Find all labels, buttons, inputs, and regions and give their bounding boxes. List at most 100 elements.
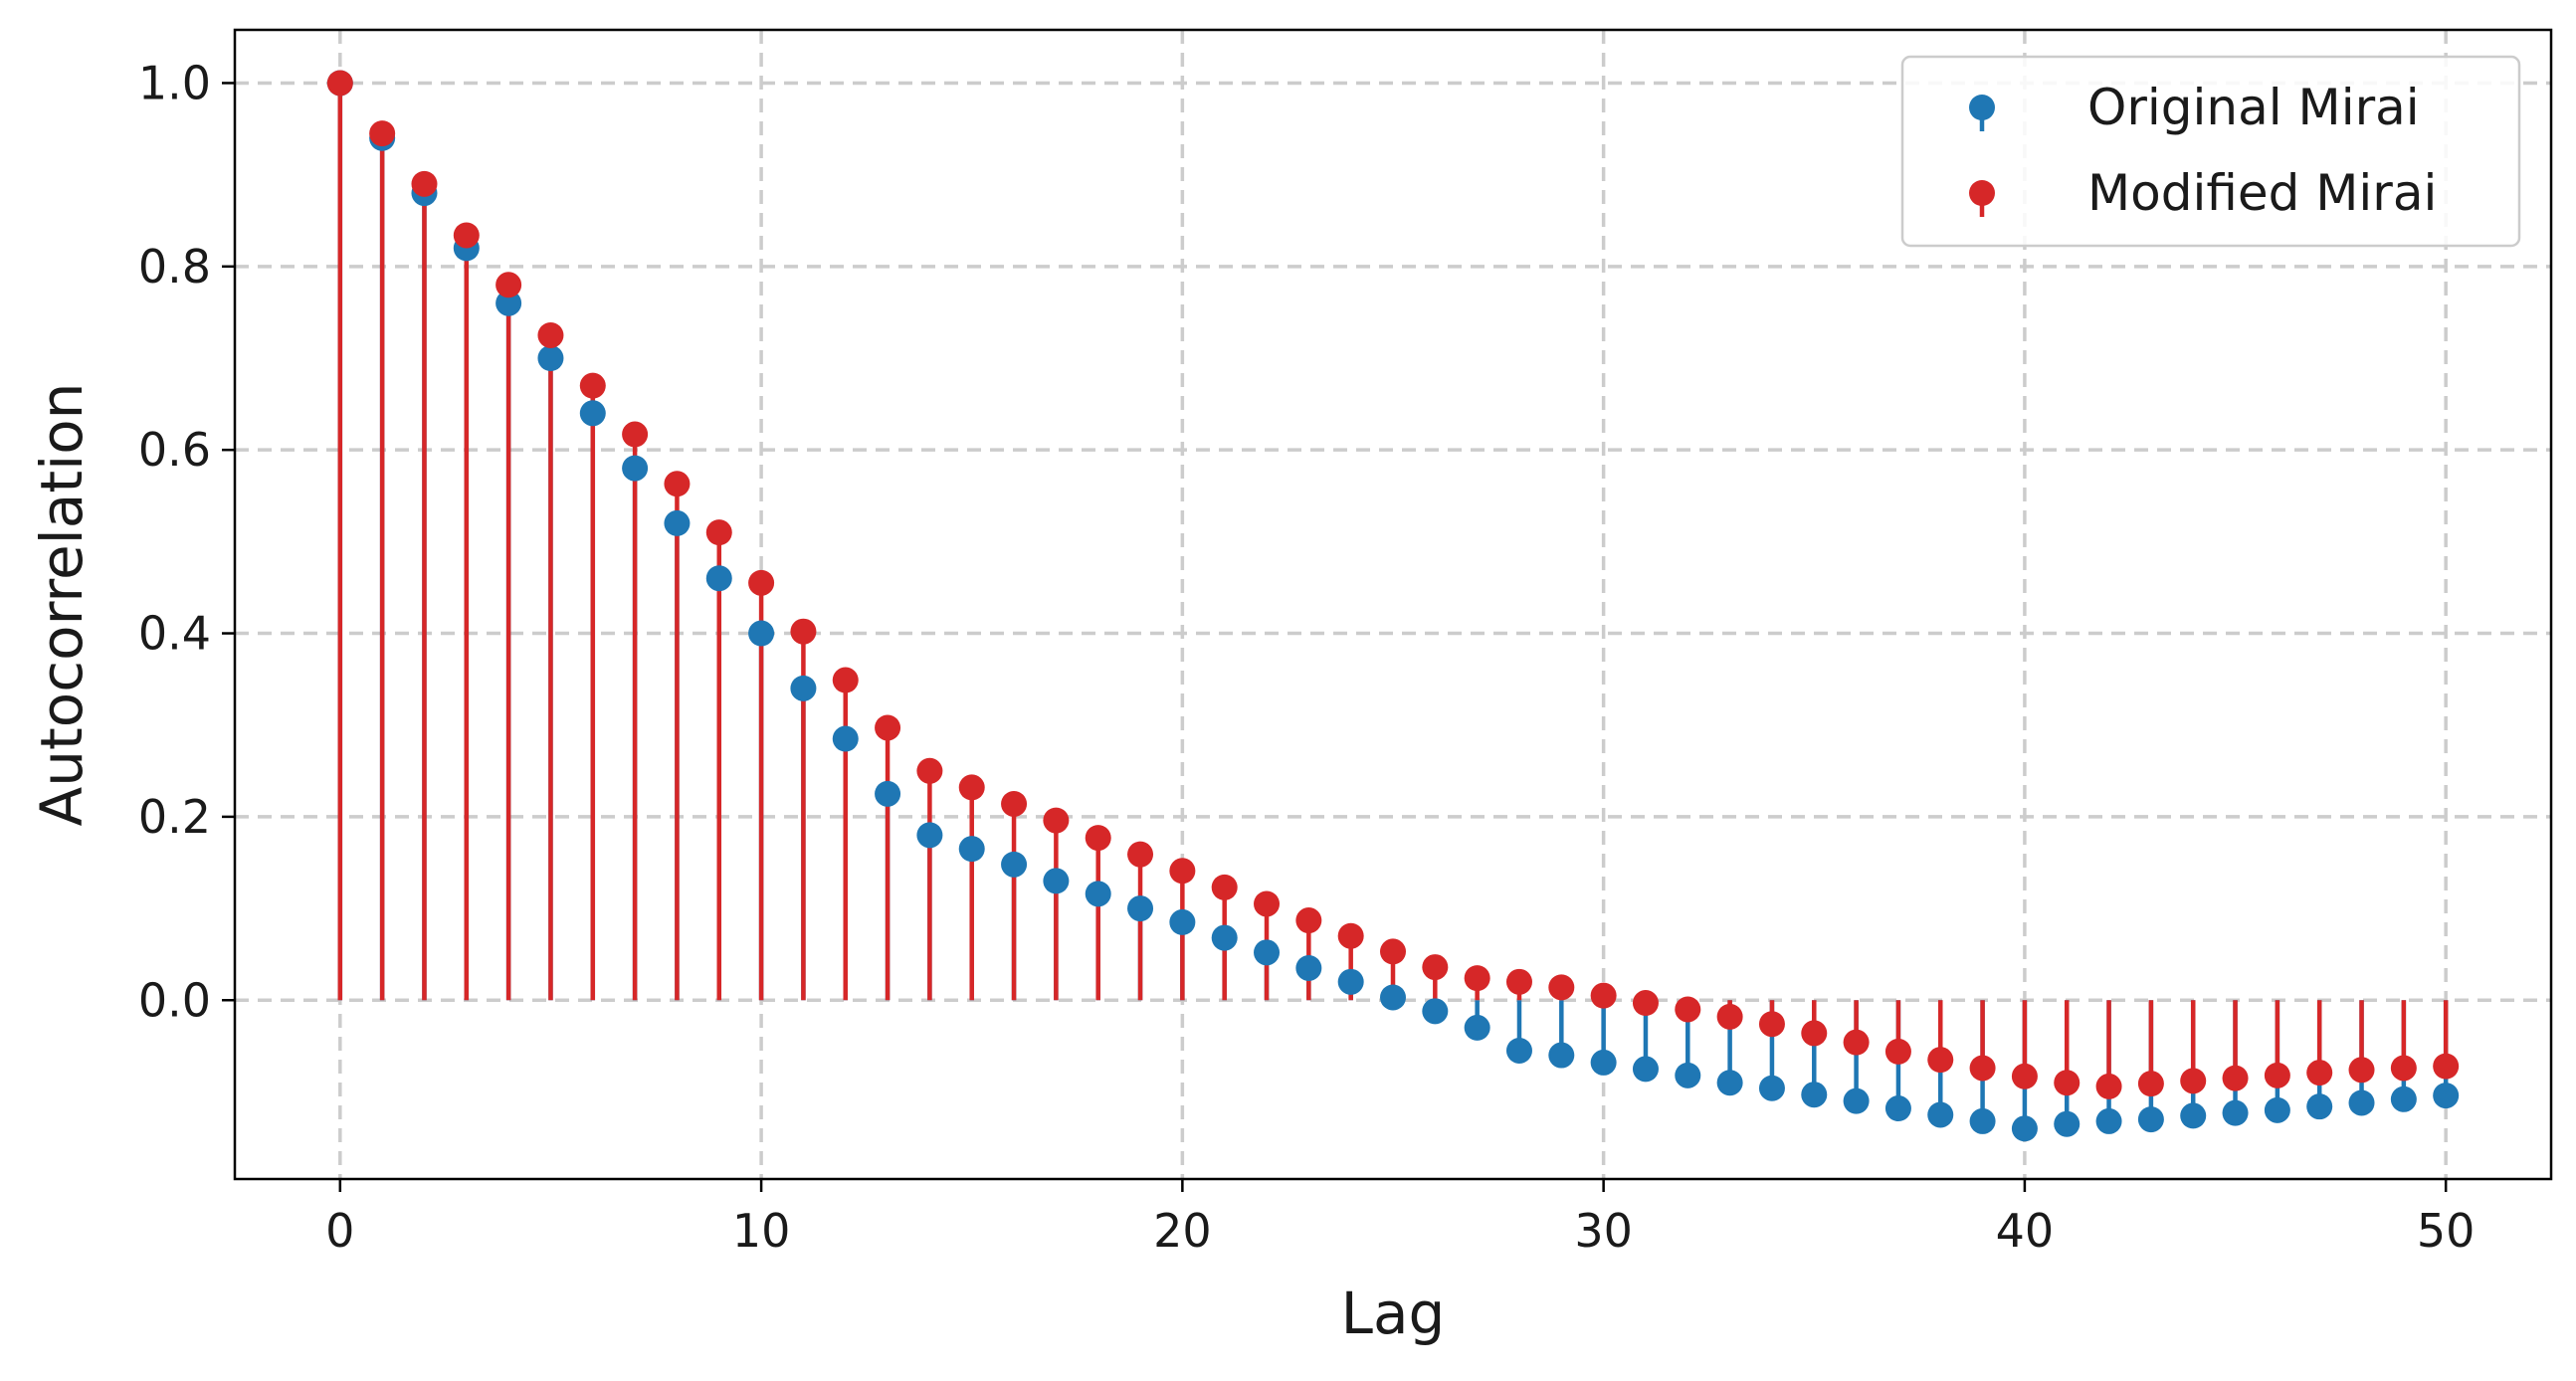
marker-original-mirai [1254, 939, 1281, 966]
marker-original-mirai [1295, 954, 1322, 981]
marker-original-mirai [958, 836, 985, 863]
marker-original-mirai [664, 509, 691, 536]
marker-modified-mirai [2180, 1068, 2207, 1094]
marker-modified-mirai [1127, 841, 1154, 868]
marker-modified-mirai [1801, 1020, 1828, 1047]
marker-original-mirai [2390, 1085, 2417, 1112]
marker-modified-mirai [1590, 982, 1617, 1009]
stem-markers [326, 70, 2460, 1142]
marker-modified-mirai [326, 70, 353, 97]
marker-modified-mirai [2095, 1073, 2122, 1099]
marker-modified-mirai [411, 170, 438, 197]
marker-modified-mirai [1001, 790, 1028, 817]
marker-modified-mirai [1505, 968, 1532, 995]
marker-modified-mirai [1969, 1055, 1996, 1082]
marker-modified-mirai [2390, 1055, 2417, 1082]
marker-modified-mirai [1464, 965, 1490, 992]
marker-modified-mirai [537, 321, 564, 348]
marker-modified-mirai [1632, 990, 1659, 1017]
marker-modified-mirai [1843, 1029, 1870, 1056]
legend-dot-marker [1969, 180, 1995, 206]
marker-modified-mirai [2433, 1053, 2460, 1080]
marker-modified-mirai [453, 222, 480, 249]
marker-modified-mirai [1716, 1003, 1743, 1030]
marker-modified-mirai [622, 421, 649, 448]
marker-original-mirai [1548, 1042, 1575, 1069]
y-tick-label: 0.2 [138, 790, 211, 844]
marker-modified-mirai [1675, 996, 1701, 1023]
marker-original-mirai [1716, 1070, 1743, 1096]
marker-modified-mirai [1169, 858, 1196, 885]
x-tick-label: 20 [1153, 1204, 1212, 1258]
marker-original-mirai [1380, 984, 1406, 1011]
marker-original-mirai [1422, 998, 1449, 1025]
marker-original-mirai [705, 565, 732, 592]
marker-modified-mirai [1254, 890, 1281, 917]
marker-modified-mirai [1295, 907, 1322, 934]
marker-original-mirai [1675, 1062, 1701, 1088]
marker-modified-mirai [579, 372, 606, 399]
marker-modified-mirai [2054, 1070, 2081, 1096]
marker-original-mirai [875, 780, 901, 807]
marker-modified-mirai [705, 519, 732, 546]
marker-original-mirai [1758, 1075, 1785, 1101]
marker-modified-mirai [790, 618, 817, 645]
axis-ticks: 0 10 20 30 40 50 0.0 0.2 0.4 0.6 0.8 1.0 [138, 56, 2476, 1258]
marker-original-mirai [1590, 1049, 1617, 1076]
marker-original-mirai [2180, 1102, 2207, 1129]
marker-original-mirai [1337, 968, 1364, 995]
x-tick-label: 10 [732, 1204, 791, 1258]
legend-label: Original Mirai [2087, 79, 2420, 136]
marker-modified-mirai [916, 757, 943, 784]
marker-modified-mirai [1548, 974, 1575, 1001]
marker-modified-mirai [2011, 1063, 2038, 1089]
x-tick-label: 50 [2417, 1204, 2476, 1258]
marker-original-mirai [1464, 1014, 1490, 1041]
marker-original-mirai [2222, 1099, 2249, 1126]
plot-area-frame [233, 28, 2553, 1181]
marker-modified-mirai [664, 471, 691, 497]
y-axis-title: Autocorrelation [28, 383, 96, 827]
x-tick-label: 0 [325, 1204, 354, 1258]
marker-original-mirai [1169, 908, 1196, 935]
marker-modified-mirai [2264, 1062, 2290, 1088]
marker-modified-mirai [495, 272, 522, 298]
y-tick-label: 0.4 [138, 607, 211, 661]
marker-modified-mirai [1884, 1038, 1911, 1065]
marker-original-mirai [916, 822, 943, 849]
y-tick-label: 0.8 [138, 240, 211, 294]
marker-modified-mirai [1043, 807, 1070, 834]
marker-original-mirai [1211, 924, 1238, 951]
marker-modified-mirai [369, 120, 396, 147]
y-tick-label: 1.0 [138, 56, 211, 109]
legend-dot-marker [1969, 95, 1995, 120]
marker-original-mirai [2306, 1093, 2333, 1120]
marker-original-mirai [1127, 895, 1154, 922]
marker-original-mirai [2348, 1089, 2375, 1116]
marker-modified-mirai [2306, 1060, 2333, 1086]
legend-entries: Original Mirai Modified Mirai [1969, 79, 2437, 222]
marker-original-mirai [495, 290, 522, 316]
marker-original-mirai [2433, 1083, 2460, 1109]
marker-modified-mirai [2348, 1057, 2375, 1084]
marker-original-mirai [1001, 851, 1028, 878]
marker-original-mirai [2011, 1115, 2038, 1142]
marker-original-mirai [537, 345, 564, 371]
marker-modified-mirai [1927, 1047, 1954, 1074]
marker-original-mirai [1884, 1095, 1911, 1122]
marker-original-mirai [1927, 1101, 1954, 1128]
x-tick-label: 30 [1574, 1204, 1633, 1258]
marker-modified-mirai [832, 667, 859, 693]
marker-original-mirai [2137, 1106, 2164, 1133]
marker-modified-mirai [2137, 1071, 2164, 1097]
y-tick-label: 0.0 [138, 973, 211, 1027]
marker-original-mirai [1969, 1107, 1996, 1134]
marker-modified-mirai [1422, 954, 1449, 981]
marker-original-mirai [1632, 1056, 1659, 1083]
marker-original-mirai [1505, 1037, 1532, 1064]
marker-original-mirai [1843, 1087, 1870, 1114]
marker-original-mirai [832, 725, 859, 752]
legend-label: Modified Mirai [2087, 164, 2437, 222]
